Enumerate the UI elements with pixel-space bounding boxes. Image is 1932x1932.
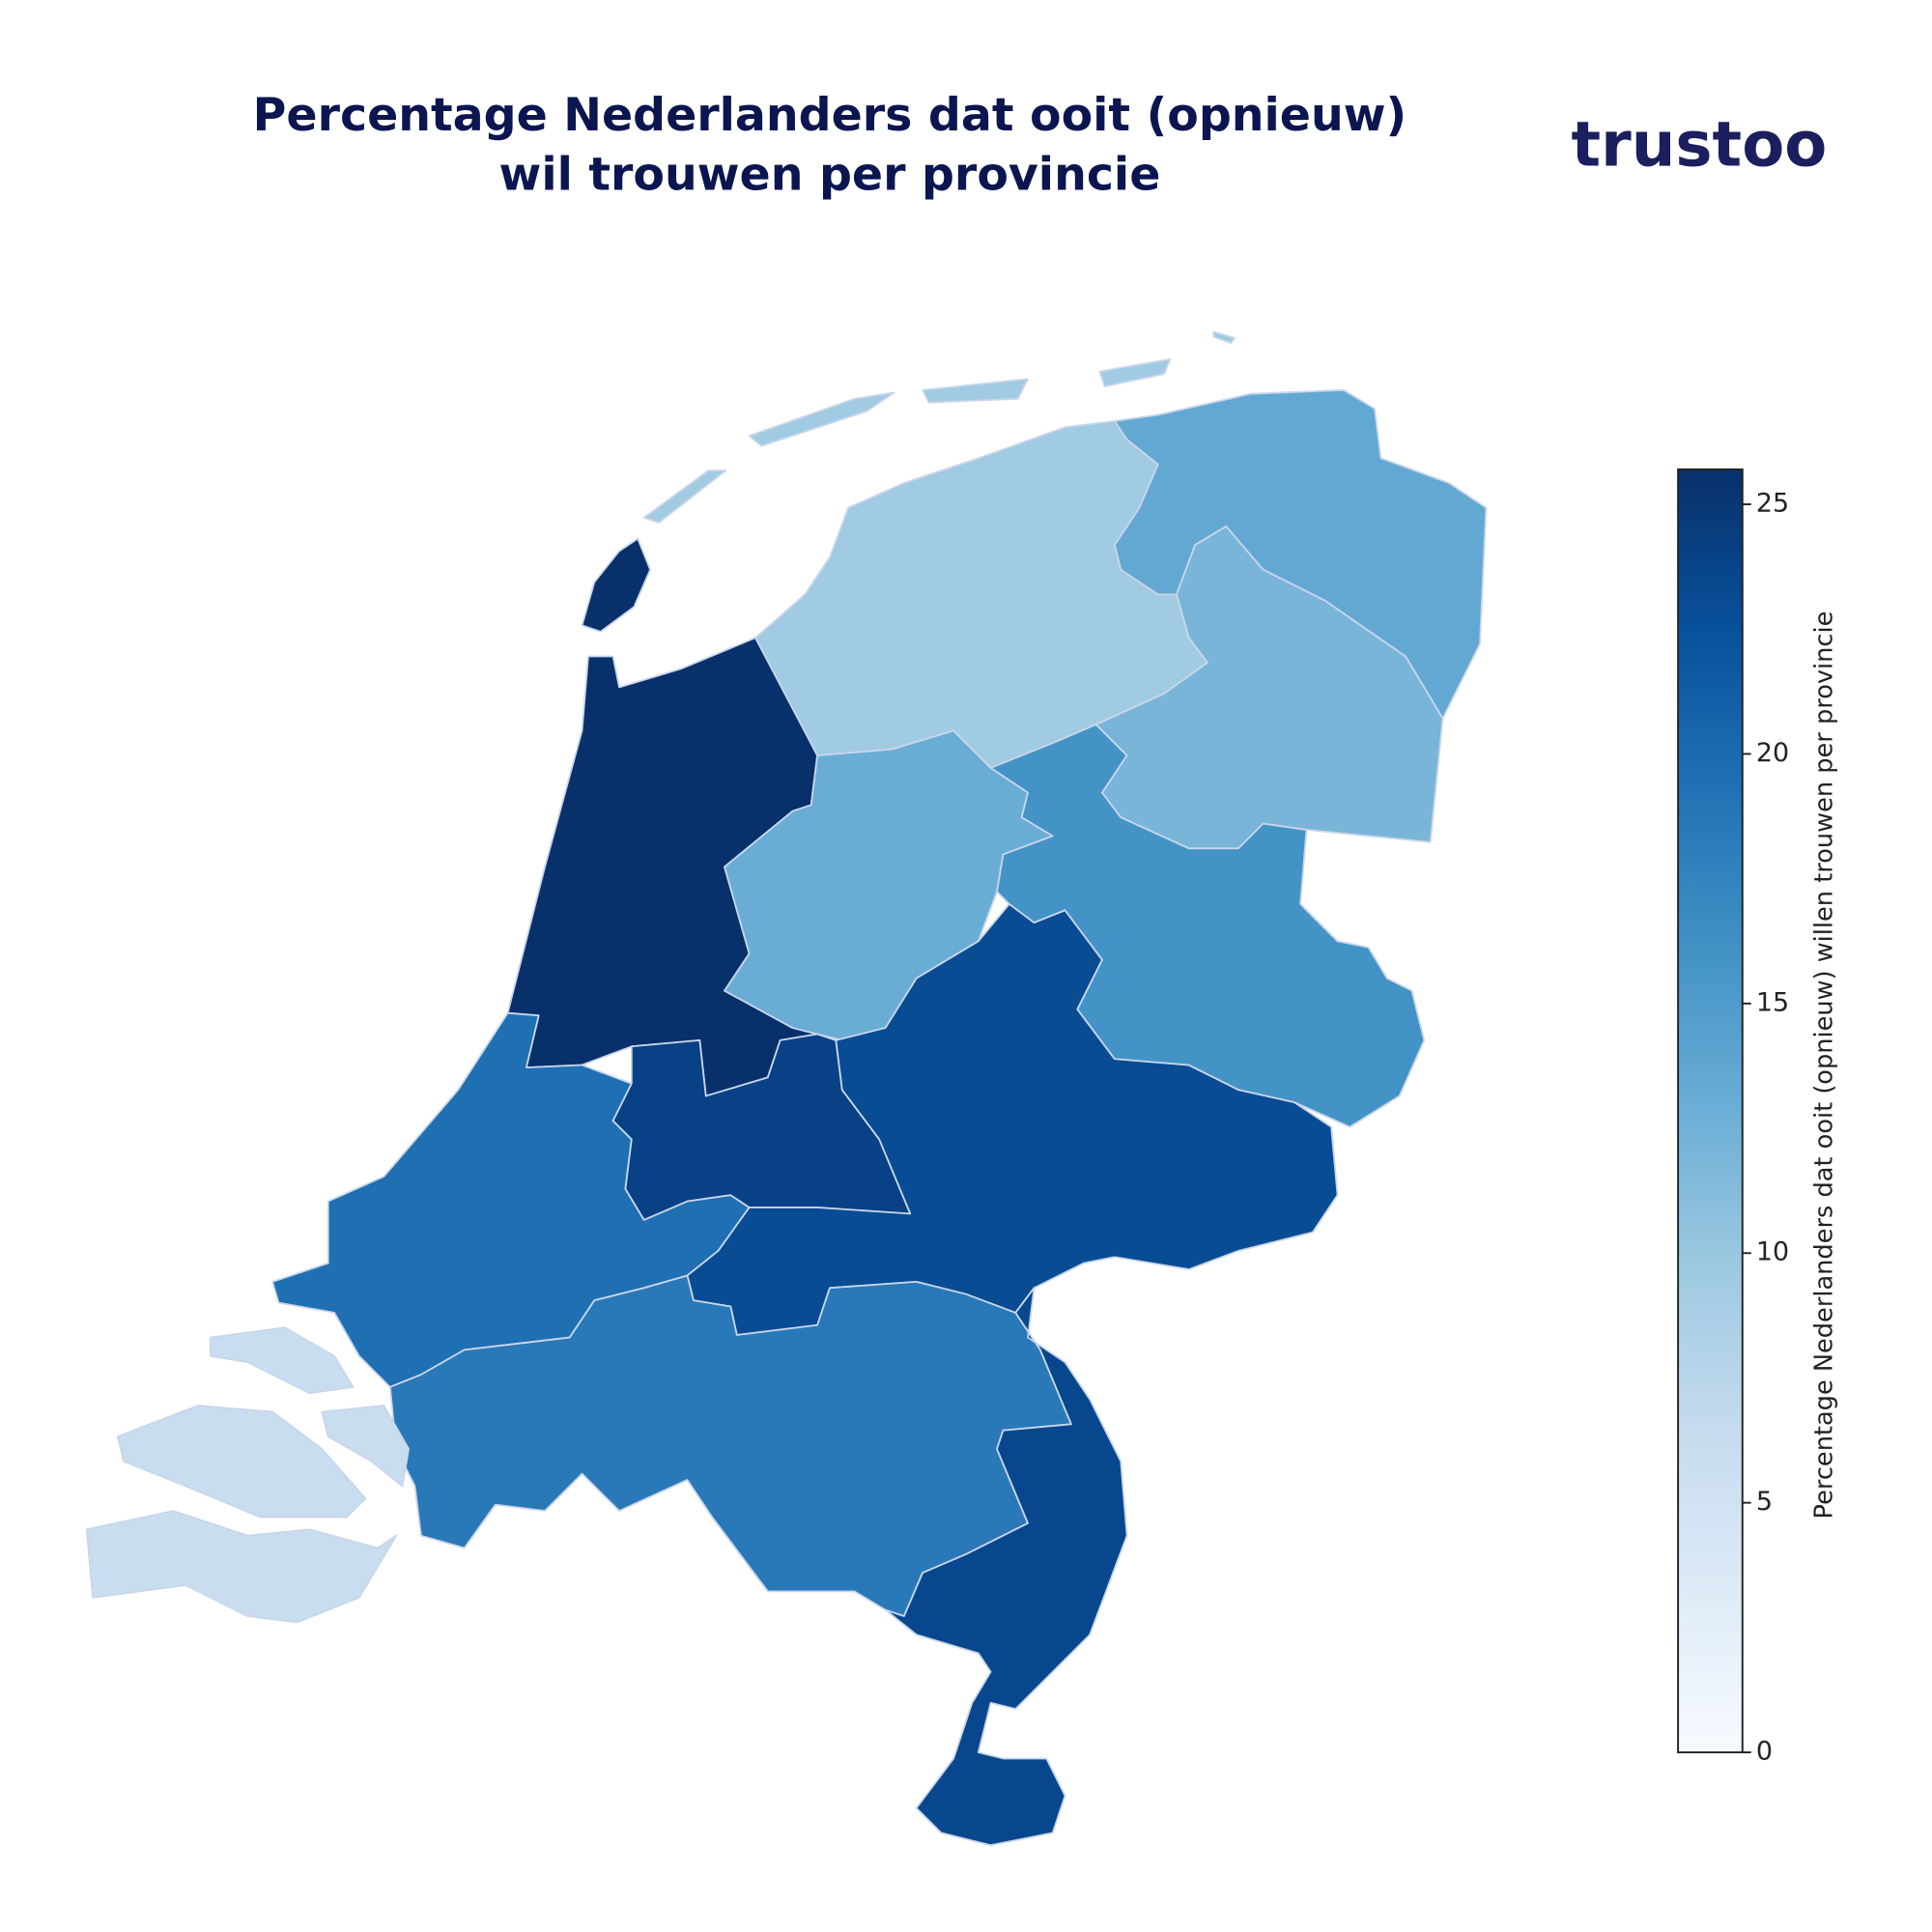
colorbar-fill: [1677, 468, 1744, 1753]
colorbar: 0 5 10 15 20 25: [1677, 468, 1789, 1767]
tick-label: 5: [1756, 1487, 1773, 1517]
tick-label: 10: [1756, 1237, 1789, 1267]
map: [85, 330, 1488, 1847]
tick-label: 15: [1756, 987, 1789, 1017]
logo: trustoo: [1572, 109, 1828, 181]
tick-label: 0: [1756, 1737, 1773, 1767]
region: [85, 1326, 410, 1624]
region: [642, 330, 1236, 769]
scene: Percentage Nederlanders dat ooit (opnieu…: [85, 89, 1839, 1847]
tick-label: 25: [1756, 489, 1789, 519]
chart-subtitle: wil trouwen per provincie: [499, 148, 1161, 201]
colorbar-label: Percentage Nederlanders dat ooit (opnieu…: [1810, 611, 1839, 1520]
tick-label: 20: [1756, 738, 1789, 768]
chart-title: Percentage Nederlanders dat ooit (opnieu…: [253, 89, 1407, 142]
region: [884, 1287, 1128, 1847]
